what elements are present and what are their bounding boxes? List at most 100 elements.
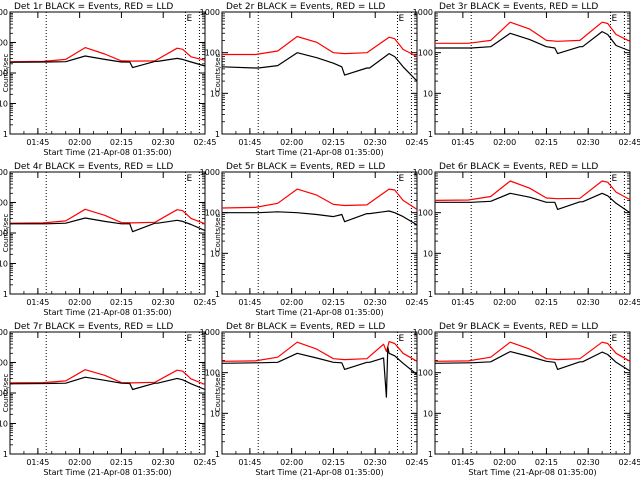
x-axis-label: Start Time (21-Apr-08 01:35:00) [255, 148, 383, 157]
y-tick-label: 1000 [413, 168, 433, 177]
x-tick-label: 02:15 [110, 298, 133, 307]
x-axis-label: Start Time (21-Apr-08 01:35:00) [43, 308, 171, 317]
x-tick-label: 01:45 [451, 458, 474, 467]
top-marker-label: E [187, 174, 193, 184]
y-tick-label: 10 [210, 409, 220, 418]
top-marker-label: E [399, 174, 405, 184]
detector-panel: Det 8r BLACK = Events, RED = LLD 1 10 100 10… [200, 322, 429, 477]
events-series-line [9, 376, 206, 391]
events-series-line [221, 346, 418, 398]
x-tick-label: 02:00 [493, 298, 516, 307]
events-series-line [435, 31, 631, 55]
x-axis-label: Start Time (21-Apr-08 01:35:00) [43, 468, 171, 477]
y-tick-label: 1000 [413, 328, 433, 337]
lld-series-line [434, 341, 631, 362]
lld-series-line [9, 208, 206, 225]
panel-title: Det 5r BLACK = Events, RED = LLD [226, 162, 385, 172]
panel-title: Det 3r BLACK = Events, RED = LLD [439, 2, 598, 12]
panel-title: Det 9r BLACK = Events, RED = LLD [439, 322, 598, 332]
x-tick-label: 02:45 [193, 298, 216, 307]
events-series-line [10, 217, 206, 233]
panel-title: Det 1r BLACK = Events, RED = LLD [14, 2, 173, 12]
y-tick-label: 1000 [200, 328, 220, 337]
y-tick-label: 1000 [413, 8, 433, 17]
x-tick-label: 02:30 [577, 298, 600, 307]
x-tick-label: 02:00 [68, 138, 91, 147]
x-tick-label: 01:45 [238, 138, 261, 147]
y-axis-label: Counts/sec [214, 374, 222, 413]
y-tick-label: 1000 [0, 359, 8, 368]
plot-frame [221, 11, 418, 135]
detector-panel: Det 5r BLACK = Events, RED = LLD 1 10 100 10… [200, 162, 429, 317]
y-tick-label: 100 [418, 209, 433, 218]
plot-frame [9, 11, 206, 135]
y-tick-label: 1 [428, 450, 433, 459]
y-tick-label: 1 [428, 290, 433, 299]
y-tick-label: 1 [3, 290, 8, 299]
events-series-line [221, 52, 418, 82]
x-tick-label: 02:30 [577, 138, 600, 147]
detector-panel: Det 2r BLACK = Events, RED = LLD 1 10 100 10… [200, 2, 429, 157]
events-series-line [9, 55, 206, 69]
y-tick-label: 100 [418, 369, 433, 378]
plot-frame [9, 171, 206, 295]
x-tick-label: 02:00 [68, 298, 91, 307]
y-tick-label: 1000 [200, 8, 220, 17]
y-tick-label: 1 [3, 450, 8, 459]
events-series-line [222, 210, 418, 226]
y-tick-label: 100 [205, 49, 220, 58]
x-tick-label: 02:15 [322, 458, 345, 467]
events-series-line [435, 192, 631, 214]
x-tick-label: 02:30 [152, 138, 175, 147]
x-axis-label: Start Time (21-Apr-08 01:35:00) [468, 468, 596, 477]
y-tick-label: 100 [418, 49, 433, 58]
x-tick-label: 02:45 [193, 138, 216, 147]
panel-title: Det 6r BLACK = Events, RED = LLD [439, 162, 598, 172]
y-tick-label: 100 [205, 209, 220, 218]
x-tick-label: 02:45 [618, 458, 640, 467]
x-tick-label: 01:45 [238, 298, 261, 307]
x-tick-label: 02:30 [152, 458, 175, 467]
x-tick-label: 01:45 [451, 138, 474, 147]
lld-series-line [221, 341, 418, 362]
x-tick-label: 01:45 [238, 458, 261, 467]
x-tick-label: 02:15 [322, 138, 345, 147]
y-tick-label: 1 [215, 130, 220, 139]
x-tick-label: 02:00 [280, 298, 303, 307]
panel-title: Det 7r BLACK = Events, RED = LLD [14, 322, 173, 332]
y-tick-label: 1 [215, 450, 220, 459]
top-marker-label: E [612, 174, 618, 184]
y-tick-label: 1000 [0, 39, 8, 48]
y-tick-label: 100 [205, 369, 220, 378]
y-tick-label: 1 [215, 290, 220, 299]
detector-panel: Det 3r BLACK = Events, RED = LLD 1 10 100 10… [413, 2, 640, 147]
x-tick-label: 02:30 [152, 298, 175, 307]
detector-panel: Det 4r BLACK = Events, RED = LLD11010010… [0, 162, 217, 317]
y-tick-label: 1000 [200, 168, 220, 177]
y-tick-label: 10 [423, 249, 433, 258]
lld-series-line [222, 35, 418, 58]
x-tick-label: 02:45 [618, 138, 640, 147]
x-tick-label: 02:15 [535, 458, 558, 467]
panel-title: Det 8r BLACK = Events, RED = LLD [226, 322, 385, 332]
lld-series-line [434, 180, 631, 201]
y-tick-label: 100 [0, 69, 8, 78]
y-tick-label: 100 [0, 229, 8, 238]
lld-series-line [9, 369, 206, 386]
y-tick-label: 10 [0, 260, 8, 269]
x-tick-label: 02:15 [535, 138, 558, 147]
plot-frame [9, 331, 206, 455]
top-marker-label: E [612, 334, 618, 344]
top-marker-label: E [187, 334, 193, 344]
top-marker-label: E [399, 14, 405, 24]
x-tick-label: 02:15 [535, 298, 558, 307]
top-marker-label: E [399, 334, 405, 344]
x-tick-label: 02:15 [110, 458, 133, 467]
detector-panel: Det 7r BLACK = Events, RED = LLD11010010… [0, 322, 217, 477]
x-tick-label: 02:30 [364, 138, 387, 147]
y-tick-label: 1 [428, 130, 433, 139]
lld-series-line [221, 188, 418, 210]
top-marker-label: E [187, 14, 193, 24]
